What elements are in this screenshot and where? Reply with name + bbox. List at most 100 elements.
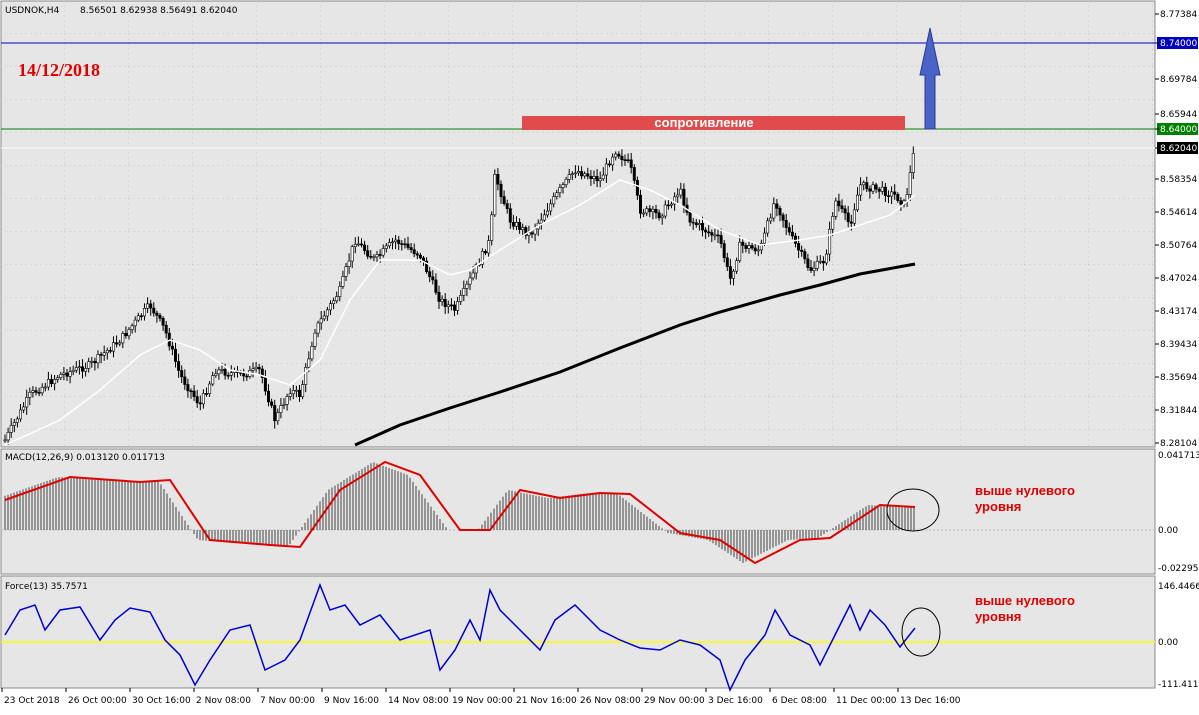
candle — [638, 194, 642, 214]
candle — [152, 307, 156, 314]
candle — [459, 295, 463, 302]
candle — [598, 178, 602, 182]
candle — [412, 249, 416, 255]
candle — [539, 219, 543, 224]
candle — [186, 384, 190, 392]
price-label: 8.54614 — [1160, 208, 1197, 218]
candle — [682, 188, 686, 206]
candle — [592, 176, 596, 179]
candle — [319, 318, 323, 324]
price-label: 8.65944 — [1160, 110, 1197, 120]
highlight-circle — [886, 488, 940, 532]
candle — [747, 245, 751, 249]
candle — [893, 191, 897, 195]
candle — [886, 195, 890, 197]
price-tag — [1157, 123, 1198, 135]
candle — [800, 249, 804, 252]
resistance-zone — [522, 116, 905, 130]
candle — [53, 379, 57, 385]
candle — [254, 366, 258, 370]
candle — [666, 204, 670, 207]
candle — [558, 187, 562, 194]
ma-fast — [4, 179, 916, 446]
candle — [496, 174, 500, 185]
candle — [871, 184, 875, 192]
candle — [375, 254, 379, 258]
candle — [899, 200, 903, 205]
candle — [713, 234, 717, 237]
ma-slow — [354, 262, 916, 447]
candle — [815, 261, 819, 269]
force-panel — [0, 575, 1156, 689]
candle — [607, 163, 611, 166]
candle — [242, 373, 246, 377]
candle — [338, 286, 342, 297]
candle — [849, 221, 853, 224]
candle — [669, 203, 673, 206]
candle — [511, 221, 515, 227]
candle — [6, 432, 10, 441]
candle — [604, 163, 608, 176]
candle — [657, 212, 661, 219]
candle — [542, 214, 546, 221]
candle — [251, 368, 255, 371]
candle — [468, 277, 472, 285]
candle — [440, 298, 444, 302]
candle — [601, 174, 605, 180]
candle — [294, 389, 298, 392]
candle — [3, 439, 7, 442]
candle — [840, 205, 844, 210]
candle — [99, 354, 103, 356]
candle — [174, 348, 178, 362]
candle — [545, 210, 549, 216]
candle — [87, 361, 91, 369]
candle — [908, 172, 912, 195]
candle — [756, 249, 760, 252]
candle — [325, 309, 329, 317]
indicator-axis-label: -111.411 — [1158, 680, 1198, 690]
candle — [46, 379, 50, 388]
price-label: 8.28104 — [1160, 439, 1197, 449]
candle — [704, 229, 708, 233]
candle — [406, 243, 410, 248]
up-arrow — [919, 27, 941, 130]
candle — [84, 368, 88, 372]
candle — [623, 159, 627, 161]
candle — [570, 173, 574, 175]
candle — [862, 182, 866, 186]
force-note: выше нулевого — [975, 593, 1075, 608]
candle — [716, 234, 720, 237]
candle — [663, 204, 667, 217]
candle — [673, 196, 677, 205]
candle — [688, 212, 692, 223]
indicator-axis-label: 146.4466 — [1158, 582, 1199, 592]
candle — [322, 315, 326, 320]
candle — [223, 368, 227, 376]
candle — [762, 232, 766, 244]
candle — [741, 241, 745, 246]
candle — [257, 366, 261, 370]
candle — [573, 172, 577, 175]
candle — [735, 260, 739, 272]
candle — [759, 242, 763, 251]
time-label: 29 Nov 00:00 — [644, 696, 705, 706]
candle — [766, 220, 770, 234]
candle — [831, 216, 835, 230]
candle — [136, 315, 140, 321]
candle — [502, 196, 506, 204]
macd-histogram — [4, 462, 915, 563]
candle — [25, 397, 29, 408]
candle — [217, 369, 221, 375]
candle — [859, 184, 863, 196]
candle — [105, 350, 109, 354]
candle — [626, 159, 630, 162]
candle — [37, 392, 41, 394]
candle — [679, 188, 683, 196]
time-label: 14 Nov 08:00 — [388, 696, 449, 706]
symbol: USDNOK,H4 — [5, 6, 60, 16]
candle — [834, 200, 838, 217]
price-tag — [1157, 142, 1198, 154]
candle — [676, 194, 680, 198]
candle — [316, 322, 320, 334]
